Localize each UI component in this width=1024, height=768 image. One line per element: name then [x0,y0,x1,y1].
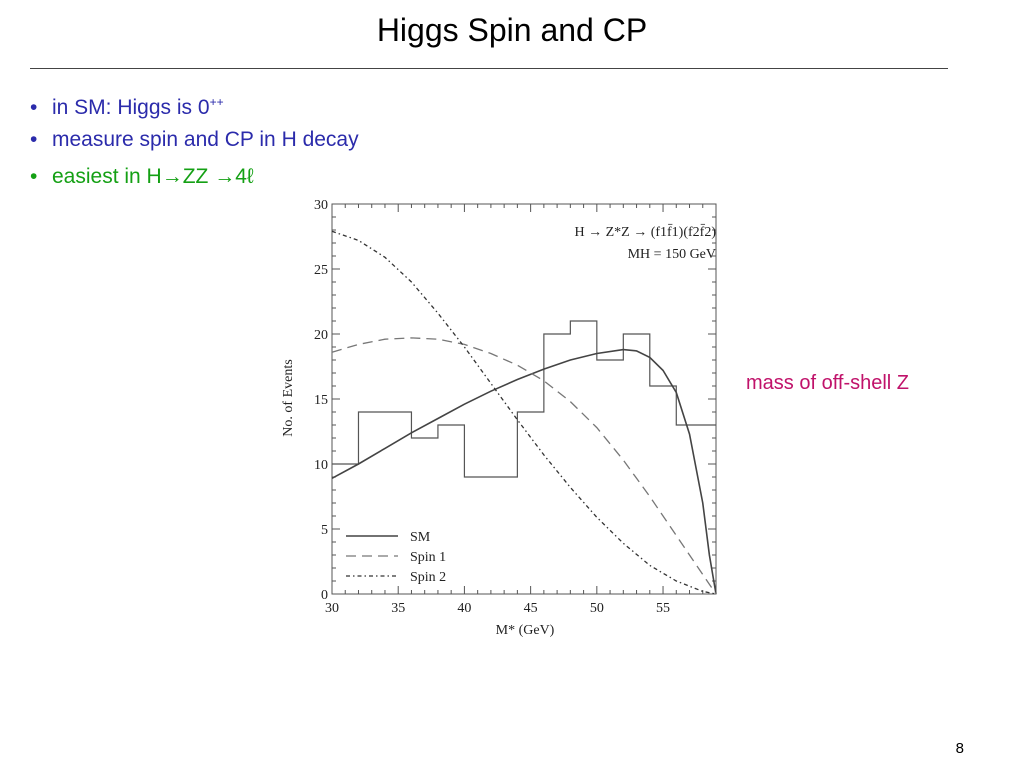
legend-label: Spin 1 [410,550,446,565]
y-tick-label: 15 [314,393,328,408]
legend-label: Spin 2 [410,570,446,585]
bullet-dot: • [30,165,38,188]
title-divider [30,68,948,69]
series-line-sm [331,348,717,595]
y-tick-label: 20 [314,328,328,343]
events-vs-mass-chart: 30 35 40 45 50 55 0 5 10 15 20 25 30 H → Z*Z → (f1f̄… [281,198,717,638]
y-tick-label: 25 [314,263,328,278]
bullet-item: • easiest in H→ZZ →4ℓ [30,158,359,195]
bullet-text: measure spin and CP in H decay [52,128,359,151]
chart-subtitle: MH = 150 GeV [628,247,716,262]
x-tick-label: 35 [391,601,405,616]
bullet-dot: • [30,96,38,119]
y-tick-label: 5 [321,523,328,538]
x-tick-label: 55 [656,601,670,616]
bullet-text: in SM: Higgs is 0 [52,96,210,119]
legend-label: SM [410,530,431,545]
bullet-item: • in SM: Higgs is 0++ [30,84,359,121]
y-tick-label: 10 [314,458,328,473]
slide-title: Higgs Spin and CP [376,12,648,48]
side-note: mass of off-shell Z [746,372,910,394]
x-axis-label: M* (GeV) [496,623,555,638]
histogram-outline [332,320,716,478]
x-tick-label: 30 [325,601,339,616]
x-tick-label: 45 [524,601,538,616]
bullet-dot: • [30,128,38,151]
y-tick-label: 0 [321,588,328,603]
page-number: 8 [955,740,964,757]
bullet-item: • measure spin and CP in H decay [30,121,359,158]
x-tick-label: 50 [590,601,604,616]
bullet-text: easiest in H→ZZ →4ℓ [52,165,254,188]
series-line-spin-2 [331,230,717,595]
chart-title: H → Z*Z → (f1f̄1)(f2f̄2) [574,224,716,240]
series-line-spin-1 [331,337,717,595]
y-tick-label: 30 [314,198,328,213]
bullet-superscript: ++ [209,95,224,109]
x-tick-label: 40 [457,601,471,616]
bullet-list: • in SM: Higgs is 0++ • measure spin and C… [30,84,359,195]
y-axis-label: No. of Events [281,359,296,436]
